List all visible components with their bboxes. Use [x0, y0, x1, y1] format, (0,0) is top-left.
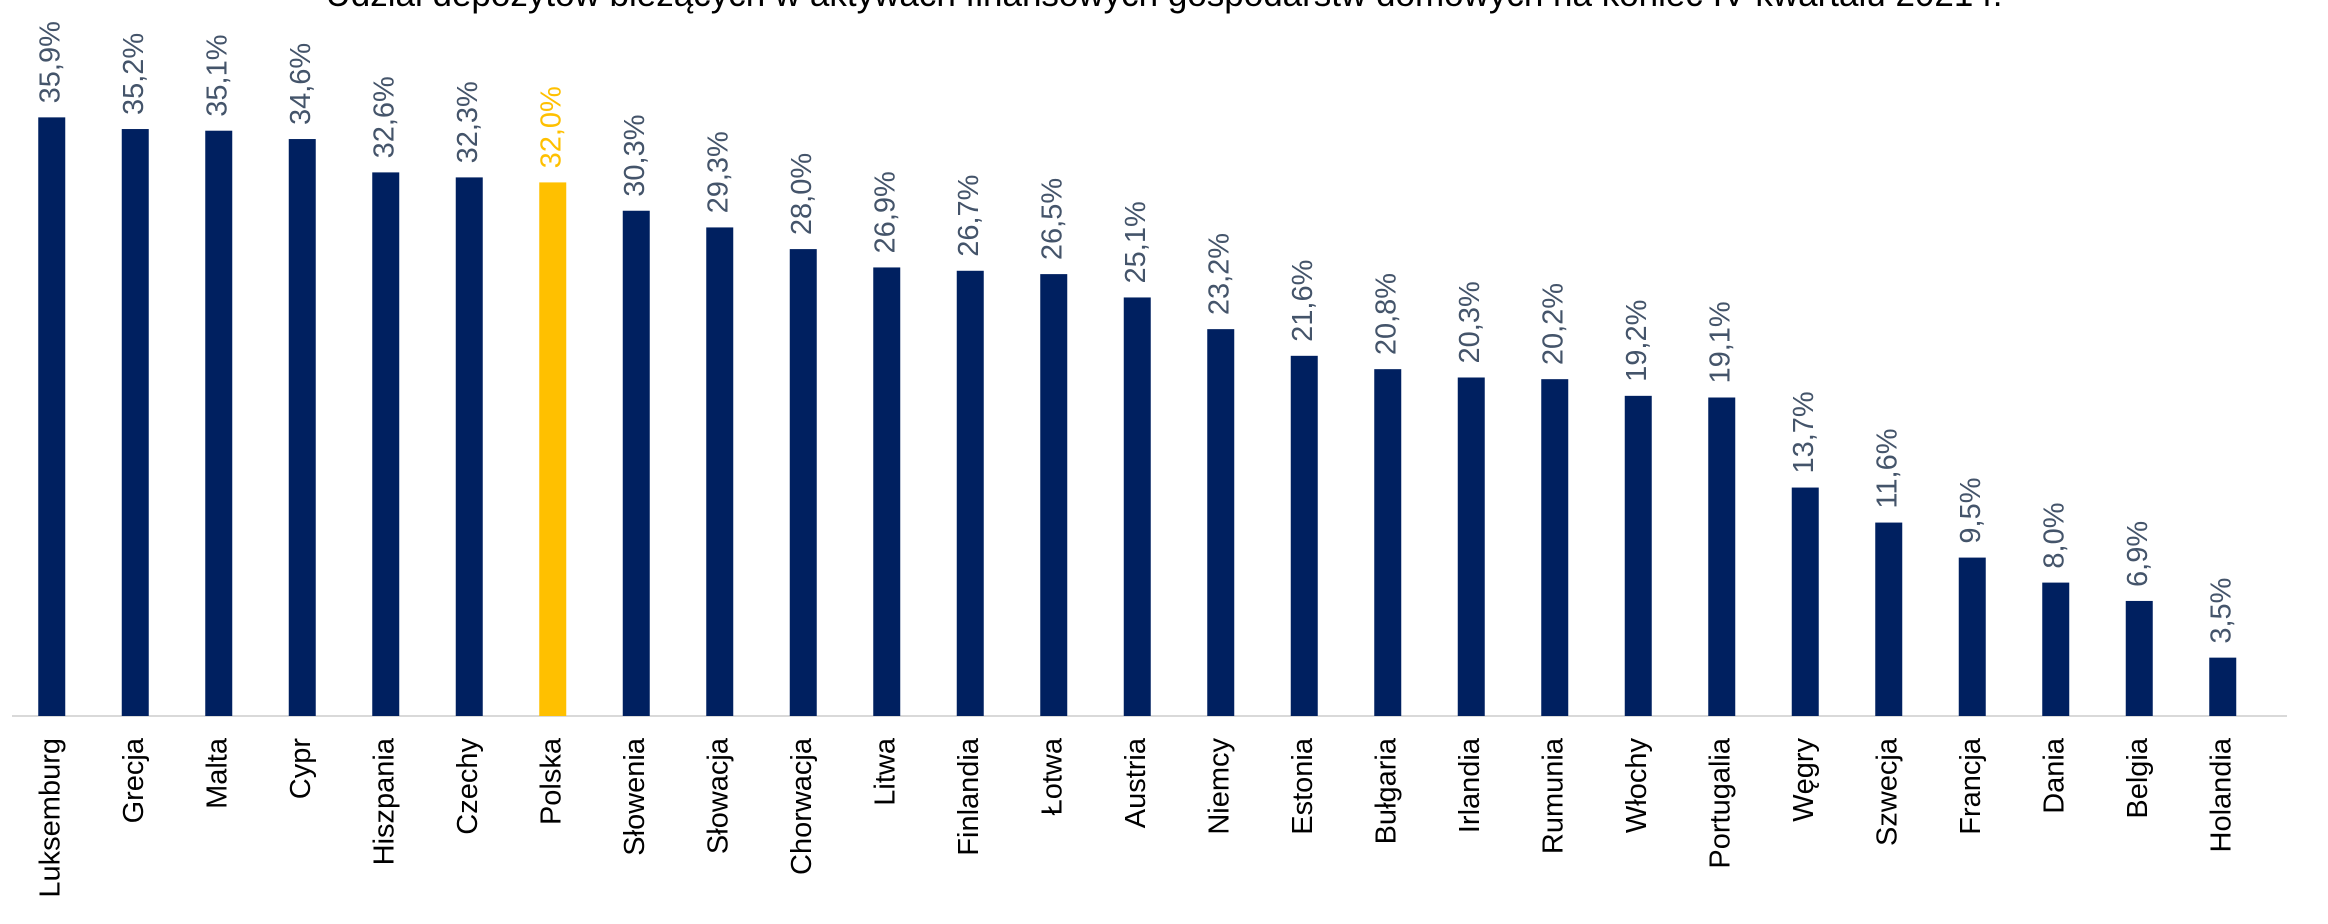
x-tick-label: Holandia	[2205, 737, 2237, 852]
value-label: 26,5%	[1036, 178, 1068, 260]
value-label: 20,8%	[1370, 273, 1402, 355]
x-tick-label: Bułgaria	[1370, 737, 1402, 844]
x-tick-label: Szwecja	[1871, 737, 1903, 846]
bar	[2125, 600, 2153, 716]
bar	[2042, 582, 2070, 716]
value-label: 20,3%	[1454, 281, 1486, 363]
value-label: 35,1%	[201, 34, 233, 116]
bar	[205, 130, 233, 716]
x-tick-label: Czechy	[452, 738, 484, 835]
x-tick-label: Austria	[1120, 737, 1152, 828]
bar	[1290, 355, 1318, 716]
value-label: 28,0%	[786, 153, 818, 235]
bar	[1457, 377, 1485, 716]
bar	[121, 129, 149, 717]
x-tick-label: Włochy	[1621, 738, 1653, 834]
bar	[956, 270, 984, 716]
bar	[1624, 395, 1652, 716]
x-tick-label: Chorwacja	[786, 737, 818, 875]
value-label: 32,3%	[452, 81, 484, 163]
bar	[1123, 297, 1151, 716]
x-tick-label: Hiszpania	[368, 737, 400, 865]
x-tick-label: Finlandia	[953, 737, 985, 856]
value-label: 32,6%	[368, 76, 400, 158]
x-tick-label: Belgia	[2122, 737, 2154, 818]
x-tick-label: Litwa	[869, 737, 901, 806]
x-tick-label: Malta	[201, 737, 233, 809]
bar	[455, 177, 483, 716]
value-label: 23,2%	[1203, 233, 1235, 315]
x-tick-label: Słowacja	[702, 737, 734, 854]
x-tick-label: Estonia	[1287, 737, 1319, 835]
value-label: 11,6%	[1871, 428, 1903, 508]
x-tick-label: Dania	[2038, 737, 2070, 814]
value-label: 6,9%	[2122, 521, 2154, 587]
bar	[2209, 657, 2237, 716]
value-label: 21,6%	[1287, 260, 1319, 342]
x-tick-label: Francja	[1955, 737, 1987, 835]
value-label: 35,9%	[34, 21, 66, 103]
chart-title: Udział depozytów bieżących w aktywach fi…	[326, 0, 2003, 14]
x-tick-label: Rumunia	[1537, 737, 1569, 854]
x-tick-label: Portugalia	[1704, 737, 1736, 868]
x-tick-label: Polska	[535, 737, 567, 825]
bar	[789, 249, 817, 716]
value-label: 32,0%	[535, 86, 567, 168]
bar	[1958, 557, 1986, 716]
bar	[1791, 487, 1819, 716]
bar	[1875, 522, 1903, 716]
value-label: 13,7%	[1788, 391, 1820, 473]
bar	[1207, 329, 1235, 716]
value-label: 30,3%	[619, 115, 651, 197]
bar	[1040, 274, 1068, 716]
value-label: 3,5%	[2205, 578, 2237, 644]
value-label: 35,2%	[118, 33, 150, 115]
bar	[1541, 379, 1569, 716]
value-label: 19,1%	[1704, 301, 1736, 383]
value-label: 19,2%	[1621, 300, 1653, 382]
bar	[38, 117, 66, 717]
x-tick-label: Irlandia	[1454, 737, 1486, 833]
bar	[1708, 397, 1736, 716]
bar	[622, 210, 650, 716]
value-label: 29,3%	[702, 131, 734, 213]
x-tick-label: Grecja	[118, 737, 150, 823]
value-label: 8,0%	[2038, 502, 2070, 568]
x-tick-label: Cypr	[285, 738, 317, 800]
x-tick-label: Łotwa	[1036, 737, 1068, 815]
x-tick-label: Luksemburg	[34, 738, 66, 898]
bar	[1374, 369, 1402, 716]
value-label: 25,1%	[1120, 201, 1152, 283]
bar	[288, 139, 316, 717]
bar	[706, 227, 734, 717]
x-tick-label: Niemcy	[1203, 738, 1235, 835]
value-label: 9,5%	[1955, 477, 1987, 543]
bar	[539, 182, 567, 716]
x-tick-label: Słowenia	[619, 737, 651, 856]
value-label: 34,6%	[285, 43, 317, 125]
value-label: 26,7%	[953, 175, 985, 257]
value-label: 26,9%	[869, 171, 901, 253]
bar	[873, 267, 901, 716]
bar	[372, 172, 400, 716]
value-label: 20,2%	[1537, 283, 1569, 365]
x-tick-label: Węgry	[1788, 738, 1820, 822]
